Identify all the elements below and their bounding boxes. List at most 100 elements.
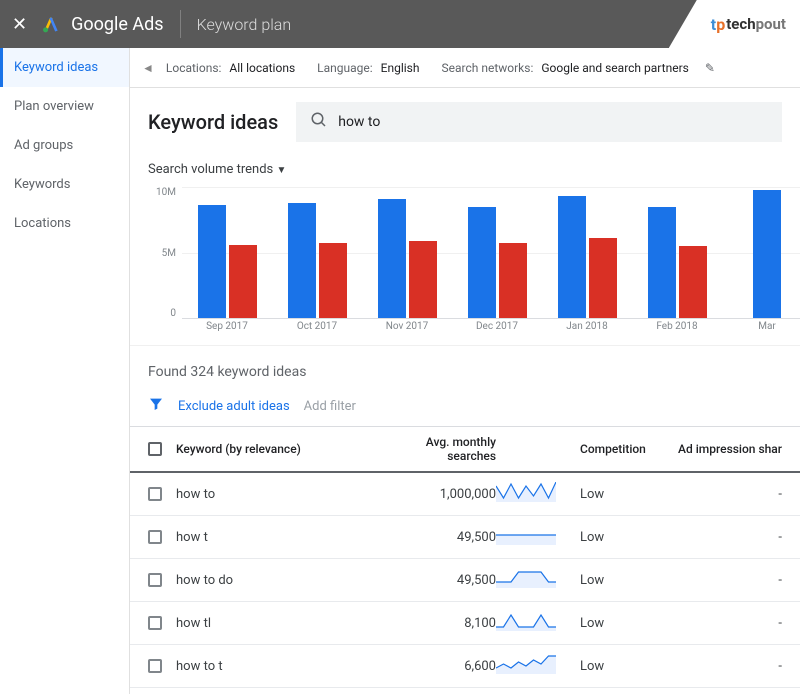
cell-impression: -	[666, 616, 782, 631]
chart-bar-series1[interactable]	[558, 196, 586, 318]
divider	[180, 10, 181, 38]
chart-bar-series1[interactable]	[378, 199, 406, 318]
chart-month-col	[272, 187, 362, 318]
cell-avg: 49,500	[376, 530, 496, 545]
cell-competition: Low	[566, 487, 666, 502]
edit-icon[interactable]: ✎	[705, 61, 715, 75]
select-all-checkbox[interactable]	[148, 442, 162, 456]
chart-x-label: Mar	[722, 321, 800, 337]
google-ads-logo	[41, 14, 61, 34]
chart-bar-series2[interactable]	[409, 241, 437, 318]
topbar: ✕ Google Ads Keyword plan tp techpout	[0, 0, 800, 48]
chart-bar-series1[interactable]	[468, 207, 496, 318]
cell-keyword: how t	[176, 530, 376, 545]
add-filter-link[interactable]: Add filter	[304, 399, 356, 414]
cell-keyword: how tl	[176, 616, 376, 631]
row-checkbox[interactable]	[148, 616, 162, 630]
networks-value[interactable]: Google and search partners	[541, 61, 688, 75]
cell-keyword: how to do	[176, 573, 376, 588]
chart-month-col	[182, 187, 272, 318]
cell-sparkline	[496, 611, 566, 635]
chart-bar-series1[interactable]	[288, 203, 316, 318]
chart-month-col	[362, 187, 452, 318]
cell-impression: -	[666, 659, 782, 674]
cell-competition: Low	[566, 616, 666, 631]
cell-competition: Low	[566, 659, 666, 674]
close-icon[interactable]: ✕	[12, 14, 27, 35]
funnel-icon[interactable]	[148, 396, 164, 416]
sidebar-item-keywords[interactable]: Keywords	[0, 165, 129, 204]
techpout-badge: tp techpout	[669, 0, 800, 48]
header-row: Keyword ideas how to	[130, 88, 800, 152]
table-row[interactable]: how to do49,500Low-	[130, 559, 800, 602]
results-count: Found 324 keyword ideas	[130, 345, 800, 390]
language-label: Language:	[317, 61, 373, 75]
chevron-left-icon[interactable]: ◄	[142, 61, 154, 75]
search-input[interactable]: how to	[296, 102, 782, 142]
chart-month-col	[632, 187, 722, 318]
chart-x-label: Sep 2017	[182, 321, 272, 337]
table-row[interactable]: how tos4,400Low-	[130, 688, 800, 694]
chart-month-col	[722, 187, 800, 318]
chart-bar-series1[interactable]	[648, 207, 676, 318]
cell-sparkline	[496, 525, 566, 549]
row-checkbox[interactable]	[148, 659, 162, 673]
chart-month-col	[452, 187, 542, 318]
page-title: Keyword plan	[197, 15, 292, 34]
col-competition[interactable]: Competition	[566, 442, 666, 456]
chart-bar-series2[interactable]	[589, 238, 617, 318]
chart-x-label: Jan 2018	[542, 321, 632, 337]
sidebar-item-locations[interactable]: Locations	[0, 204, 129, 243]
table-row[interactable]: how tl8,100Low-	[130, 602, 800, 645]
bar-chart: 10M5M0 Sep 2017Oct 2017Nov 2017Dec 2017J…	[148, 187, 782, 337]
chevron-down-icon: ▼	[277, 165, 287, 176]
sidebar-item-plan-overview[interactable]: Plan overview	[0, 87, 129, 126]
cell-competition: Low	[566, 573, 666, 588]
table-body: how to1,000,000Low-how t49,500Low-how to…	[130, 473, 800, 694]
sidebar-item-ad-groups[interactable]: Ad groups	[0, 126, 129, 165]
chart-bar-series2[interactable]	[499, 243, 527, 318]
cell-avg: 49,500	[376, 573, 496, 588]
chart-bar-series2[interactable]	[679, 246, 707, 318]
language-value[interactable]: English	[381, 61, 420, 75]
filter-row: Exclude adult ideas Add filter	[130, 390, 800, 426]
cell-keyword: how to t	[176, 659, 376, 674]
filter-bar: ◄ Locations: All locations Language: Eng…	[130, 48, 800, 88]
col-impression[interactable]: Ad impression shar	[666, 442, 782, 456]
col-keyword[interactable]: Keyword (by relevance)	[176, 442, 376, 456]
chart-x-label: Dec 2017	[452, 321, 542, 337]
cell-sparkline	[496, 654, 566, 678]
row-checkbox[interactable]	[148, 573, 162, 587]
cell-sparkline	[496, 482, 566, 506]
sidebar-item-keyword-ideas[interactable]: Keyword ideas	[0, 48, 129, 87]
networks-label: Search networks:	[441, 61, 533, 75]
table-row[interactable]: how to t6,600Low-	[130, 645, 800, 688]
row-checkbox[interactable]	[148, 487, 162, 501]
cell-avg: 1,000,000	[376, 487, 496, 502]
cell-impression: -	[666, 487, 782, 502]
sidebar: Keyword ideasPlan overviewAd groupsKeywo…	[0, 48, 130, 694]
chart-dropdown[interactable]: Search volume trends ▼	[148, 156, 782, 187]
col-avg[interactable]: Avg. monthly searches	[376, 435, 496, 463]
table-row[interactable]: how to1,000,000 Low-	[130, 473, 800, 516]
cell-impression: -	[666, 530, 782, 545]
chart-x-label: Nov 2017	[362, 321, 452, 337]
cell-keyword: how to	[176, 487, 376, 502]
search-query: how to	[338, 114, 380, 130]
chart-bar-series2[interactable]	[229, 245, 257, 318]
chart-section: Search volume trends ▼ 10M5M0 Sep 2017Oc…	[130, 152, 800, 337]
chart-x-label: Oct 2017	[272, 321, 362, 337]
row-checkbox[interactable]	[148, 530, 162, 544]
table-row[interactable]: how t49,500 Low-	[130, 516, 800, 559]
exclude-adult-link[interactable]: Exclude adult ideas	[178, 399, 290, 414]
main-content: ◄ Locations: All locations Language: Eng…	[130, 48, 800, 694]
cell-competition: Low	[566, 530, 666, 545]
chart-bar-series1[interactable]	[198, 205, 226, 318]
chart-bar-series1[interactable]	[753, 190, 781, 318]
table-header: Keyword (by relevance) Avg. monthly sear…	[130, 426, 800, 473]
chart-x-label: Feb 2018	[632, 321, 722, 337]
locations-value[interactable]: All locations	[229, 61, 295, 75]
chart-month-col	[542, 187, 632, 318]
chart-bar-series2[interactable]	[319, 243, 347, 318]
cell-sparkline	[496, 568, 566, 592]
